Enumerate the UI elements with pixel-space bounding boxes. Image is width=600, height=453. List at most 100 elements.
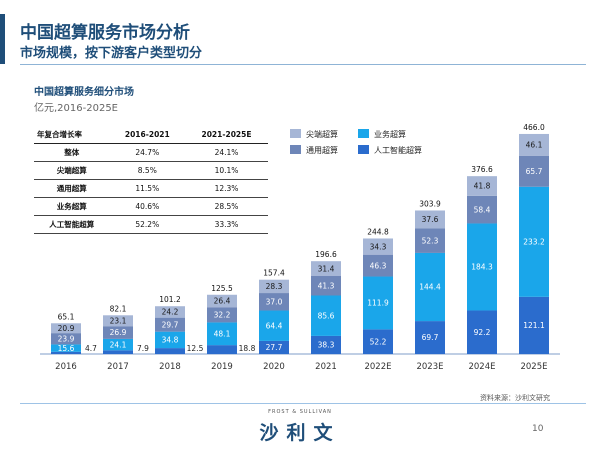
- data-label: 12.5: [187, 344, 204, 353]
- x-tick-label: 2024E: [468, 362, 495, 372]
- bar-segment: [467, 223, 497, 311]
- bar-segment: [207, 307, 237, 323]
- data-label: 233.2: [523, 237, 545, 246]
- legend-label: 业务超算: [374, 130, 406, 139]
- cagr-value: 24.1%: [185, 143, 268, 162]
- x-tick-label: 2022E: [364, 362, 391, 372]
- data-label: 23.9: [58, 334, 75, 343]
- data-label: 24.2: [162, 308, 179, 317]
- x-tick-label: 2023E: [416, 362, 443, 372]
- x-tick-label: 2021: [315, 362, 337, 372]
- chart-unit: 亿元,2016-2025E: [34, 103, 119, 114]
- x-tick-label: 2019: [211, 362, 233, 372]
- bar-segment: [415, 228, 445, 253]
- bar-segment: [363, 329, 393, 354]
- bar-segment: [415, 210, 445, 229]
- data-label: 29.7: [162, 320, 179, 329]
- bar-segment: [155, 317, 185, 332]
- x-tick-label: 2017: [107, 362, 129, 372]
- cagr-value: 24.7%: [109, 143, 185, 162]
- cagr-row-label: 人工智能超算: [34, 215, 110, 234]
- bar-segment: [519, 155, 549, 187]
- total-label: 157.4: [263, 269, 285, 278]
- bar-segment: [51, 333, 81, 345]
- cagr-row: 业务超算 40.6% 28.5%: [34, 197, 268, 216]
- bar-segment: [103, 350, 133, 354]
- total-label: 196.6: [315, 250, 337, 259]
- total-label: 65.1: [58, 312, 75, 321]
- data-label: 26.9: [110, 328, 127, 337]
- total-label: 303.9: [419, 199, 441, 208]
- bar-segment: [103, 315, 133, 327]
- page-number: 10: [532, 424, 544, 434]
- bar-segment: [103, 326, 133, 339]
- data-label: 48.1: [214, 329, 231, 338]
- data-label: 64.4: [266, 321, 283, 330]
- cagr-header-label: 年复合增长率: [34, 126, 110, 144]
- bar-segment: [363, 254, 393, 277]
- bar-segment: [155, 306, 185, 318]
- bar-segment: [51, 351, 81, 354]
- legend-swatch: [290, 129, 301, 138]
- data-label: 34.8: [162, 336, 179, 345]
- bar-segment: [259, 293, 289, 311]
- x-tick-label: 2016: [55, 362, 77, 372]
- bar-segment: [311, 295, 341, 336]
- cagr-header-period-1: 2016-2021: [109, 126, 185, 144]
- bar-segment: [259, 279, 289, 294]
- cagr-value: 52.2%: [109, 215, 185, 234]
- source-note: 资料来源：沙利文研究: [480, 394, 550, 402]
- bar-segment: [311, 261, 341, 277]
- cagr-header-period-2: 2021-2025E: [185, 126, 268, 144]
- cagr-table: 年复合增长率 2016-2021 2021-2025E 整体 24.7% 24.…: [34, 126, 268, 234]
- bar-segment: [103, 338, 133, 351]
- bar-segment: [207, 322, 237, 346]
- data-label: 27.7: [266, 343, 283, 352]
- header-divider: [20, 64, 586, 65]
- data-label: 46.1: [526, 141, 543, 150]
- cagr-value: 10.1%: [185, 161, 268, 180]
- bar-segment: [467, 310, 497, 354]
- data-label: 34.3: [370, 242, 387, 251]
- data-label: 23.1: [110, 316, 127, 325]
- cagr-row: 整体 24.7% 24.1%: [34, 143, 268, 162]
- total-label: 101.2: [159, 295, 181, 304]
- cagr-value: 8.5%: [109, 161, 185, 180]
- data-label: 65.7: [526, 167, 543, 176]
- data-label: 15.6: [58, 344, 75, 353]
- total-label: 244.8: [367, 227, 389, 236]
- data-label: 38.3: [318, 341, 335, 350]
- data-label: 58.4: [474, 205, 491, 214]
- bar-segment: [363, 238, 393, 255]
- legend-swatch: [358, 129, 369, 138]
- bar-segment: [519, 186, 549, 297]
- data-label: 32.2: [214, 311, 231, 320]
- cagr-row: 尖端超算 8.5% 10.1%: [34, 161, 268, 180]
- data-label: 26.4: [214, 297, 231, 306]
- cagr-row: 通用超算 11.5% 12.3%: [34, 179, 268, 198]
- legend-swatch: [358, 145, 369, 154]
- data-label: 37.0: [266, 297, 283, 306]
- bar-segment: [51, 344, 81, 352]
- page-subtitle: 市场规模，按下游客户类型切分: [20, 46, 203, 61]
- data-label: 7.9: [137, 344, 149, 353]
- data-label: 52.2: [370, 337, 387, 346]
- legend-label: 尖端超算: [306, 130, 338, 139]
- legend-label: 通用超算: [306, 146, 338, 155]
- data-label: 69.7: [422, 333, 439, 342]
- bar-segment: [519, 133, 549, 156]
- title-accent-bar: [0, 14, 5, 64]
- bar-segment: [363, 276, 393, 330]
- bar-segment: [311, 335, 341, 354]
- cagr-value: 40.6%: [109, 197, 185, 216]
- cagr-header-row: 年复合增长率 2016-2021 2021-2025E: [34, 126, 268, 144]
- data-label: 37.6: [422, 215, 439, 224]
- data-label: 121.1: [523, 321, 545, 330]
- page-title: 中国超算服务市场分析: [20, 23, 190, 43]
- data-label: 4.7: [85, 344, 97, 353]
- bar-segment: [467, 176, 497, 196]
- total-label: 376.6: [471, 165, 493, 174]
- bar-segment: [415, 321, 445, 354]
